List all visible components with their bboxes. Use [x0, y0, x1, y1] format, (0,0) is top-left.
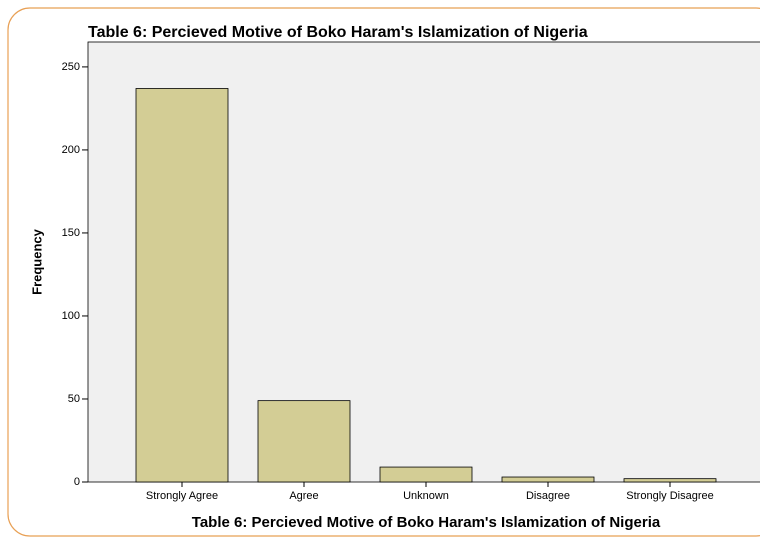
bar	[623, 478, 717, 483]
y-tick-label: 150	[62, 227, 80, 239]
y-axis-label: Frequency	[29, 228, 44, 295]
x-tick-label: Unknown	[403, 490, 449, 502]
x-tick-label: Strongly Agree	[146, 490, 218, 502]
x-tick-label: Strongly Disagree	[626, 490, 713, 502]
x-tick-label: Disagree	[526, 490, 570, 502]
x-tick-label: Agree	[289, 490, 318, 502]
y-tick-label: 0	[74, 476, 80, 488]
bar	[257, 400, 351, 483]
chart-title: Table 6: Percieved Motive of Boko Haram'…	[88, 24, 588, 41]
bar	[135, 88, 229, 483]
y-tick-label: 200	[62, 144, 80, 156]
bar	[379, 466, 473, 483]
x-axis-label: Table 6: Percieved Motive of Boko Haram'…	[192, 514, 661, 531]
y-tick-label: 100	[62, 310, 80, 322]
y-tick-label: 50	[68, 393, 80, 405]
y-tick-label: 250	[62, 61, 80, 73]
bar	[501, 476, 595, 483]
